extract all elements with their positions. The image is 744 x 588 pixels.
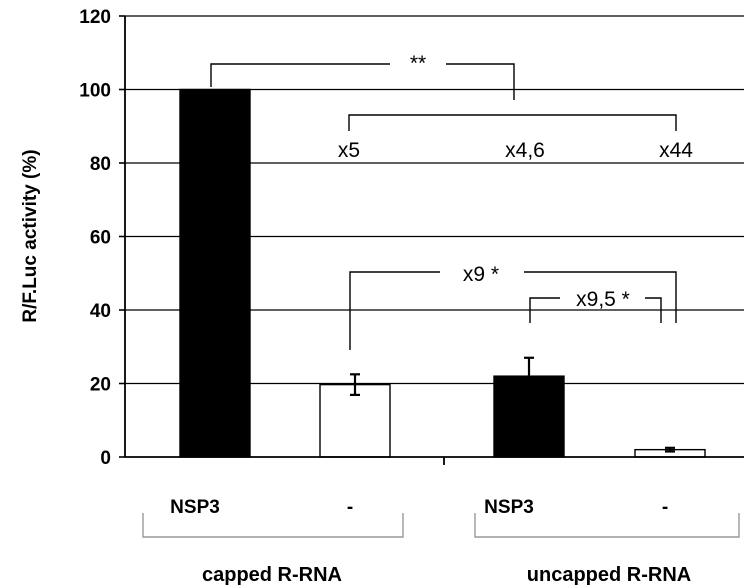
annotation-sig-top: ** xyxy=(410,52,426,75)
y-tick-labels: 0 20 40 60 80 100 120 xyxy=(79,7,111,469)
y-axis-title: R/F.Luc activity (%) xyxy=(20,149,41,322)
group-brackets xyxy=(142,513,740,538)
bracket-top-right xyxy=(446,63,515,100)
y-tick-label: 0 xyxy=(100,448,111,469)
bracket-mid-left xyxy=(349,271,440,350)
bracket-fold xyxy=(348,114,677,131)
group-bracket-capped xyxy=(142,513,404,538)
y-tick-label: 20 xyxy=(90,375,111,396)
annotation-brackets xyxy=(210,63,677,350)
y-tick-label: 40 xyxy=(90,301,111,322)
axes xyxy=(119,15,744,465)
y-tick-label: 60 xyxy=(90,228,111,249)
group-bracket-uncapped xyxy=(474,513,740,538)
category-labels: NSP3 - NSP3 - xyxy=(170,497,668,518)
bar xyxy=(179,88,251,458)
group-label-uncapped: uncapped R-RNA xyxy=(527,564,691,586)
category-label: NSP3 xyxy=(484,497,534,518)
annotation-sig-low: x9,5 * xyxy=(576,288,630,311)
category-label: - xyxy=(662,497,668,518)
annotation-sig-mid: x9 * xyxy=(463,263,499,286)
y-tick-label: 120 xyxy=(79,7,111,28)
group-label-capped: capped R-RNA xyxy=(202,564,342,586)
bracket-top xyxy=(210,63,390,87)
category-label: - xyxy=(347,497,353,518)
y-tick-label: 100 xyxy=(79,81,111,102)
bars xyxy=(179,88,706,458)
annotation-fold-b: x4,6 xyxy=(505,139,545,162)
annotation-fold-c: x44 xyxy=(659,139,693,162)
annotation-fold-a: x5 xyxy=(338,139,360,162)
bracket-low-left xyxy=(529,297,560,323)
category-label: NSP3 xyxy=(170,497,220,518)
y-tick-label: 80 xyxy=(90,154,111,175)
bracket-low-right xyxy=(645,297,662,323)
bracket-mid-right xyxy=(524,271,677,323)
